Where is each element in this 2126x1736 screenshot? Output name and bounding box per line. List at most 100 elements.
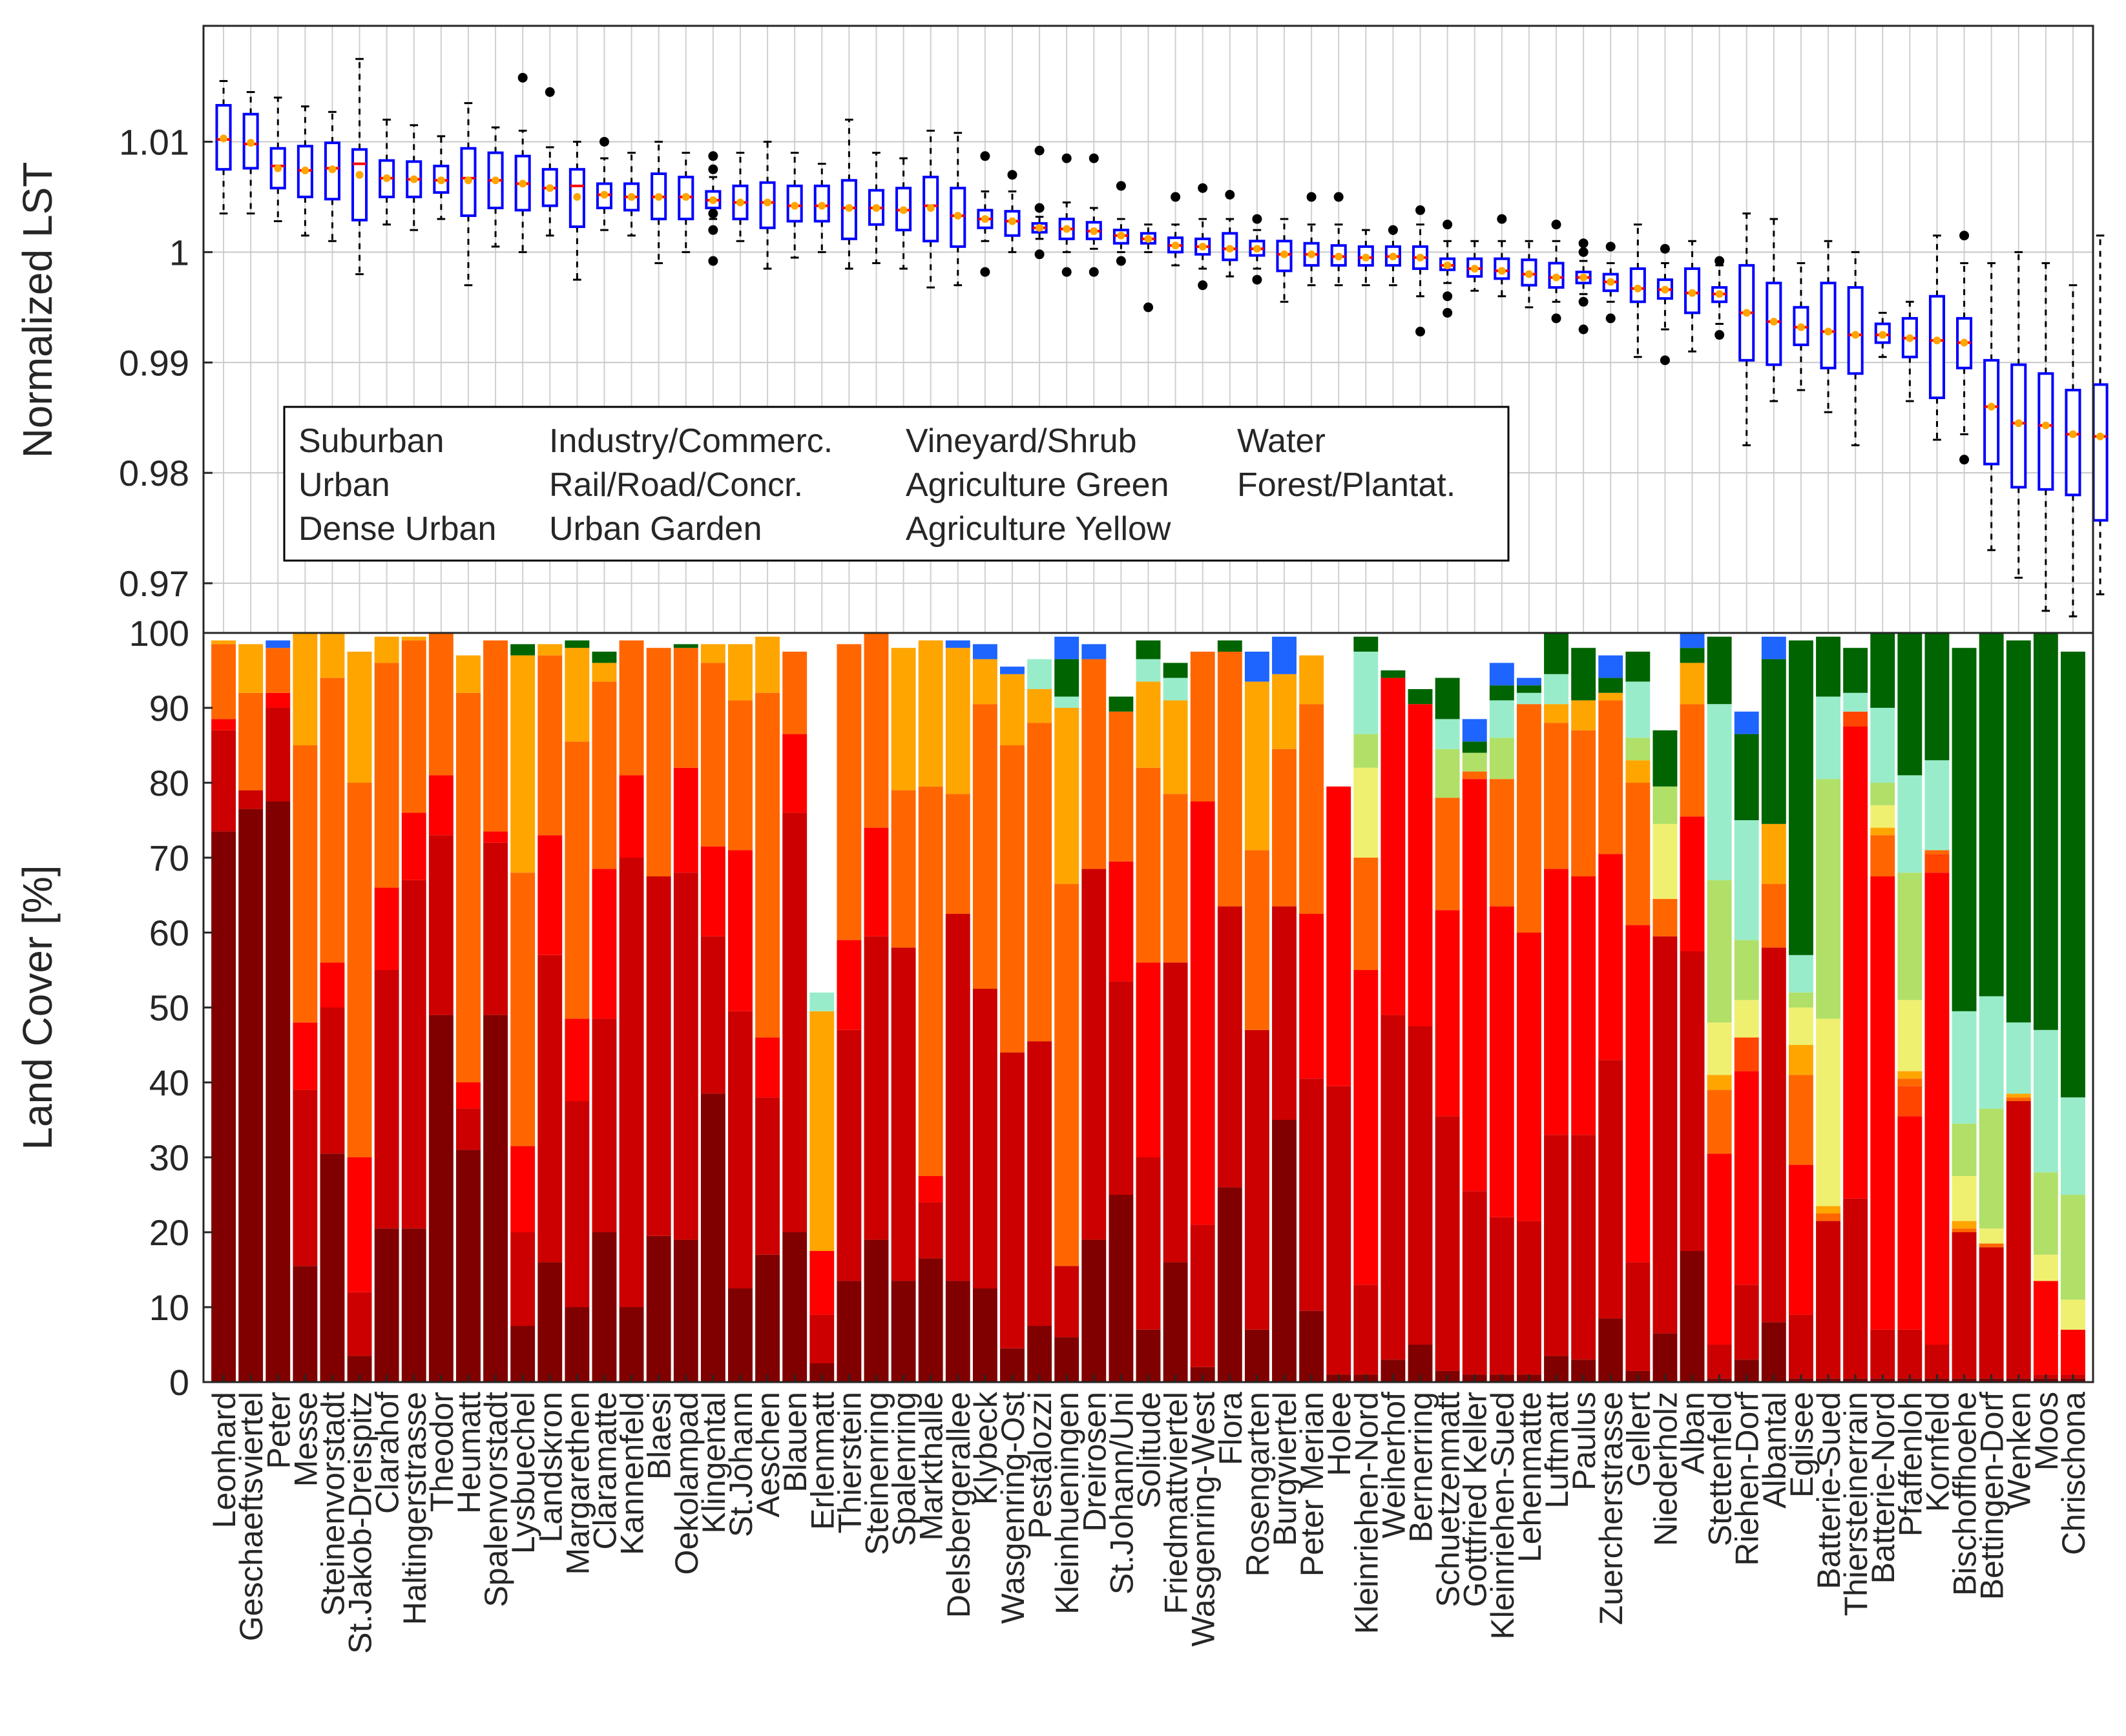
land-cover-y-tick-label: 100: [129, 613, 189, 654]
outlier-point: [1198, 280, 1208, 291]
x-tick-label: Stettenfeld: [1702, 1392, 1738, 1546]
x-tick-label: Klybeck: [968, 1391, 1004, 1505]
bar-Markthalle: [918, 640, 943, 1382]
bar-segment-Rail/Road/Concr.: [320, 677, 345, 963]
bar-segment-Dense Urban: [864, 1239, 889, 1382]
mean-marker: [872, 204, 881, 212]
bar-segment-Suburban: [1136, 962, 1161, 1157]
bar-segment-Rail/Road/Concr.: [1272, 749, 1297, 907]
bar-segment-Industry/Commerc.: [1000, 674, 1025, 745]
bar-segment-Vineyard/Shrub: [2061, 1097, 2085, 1195]
outlier-point: [1578, 324, 1589, 335]
outlier-point: [708, 256, 718, 266]
bar-segment-Urban: [755, 1097, 780, 1255]
mean-marker: [410, 175, 418, 183]
bar-segment-Urban: [347, 1292, 372, 1356]
bar-Peter Merian: [1299, 655, 1324, 1382]
bar-Peter: [266, 640, 291, 1382]
mean-marker: [355, 170, 364, 179]
mean-marker: [301, 166, 309, 174]
mean-marker: [220, 134, 228, 143]
mean-marker: [1389, 253, 1397, 261]
x-tick-label: Theodor: [424, 1392, 460, 1512]
bar-segment-Forest/Plantat.: [1734, 734, 1759, 820]
bar-segment-Industry/Commerc.: [755, 636, 780, 693]
bar-segment-Rail/Road/Concr.: [428, 633, 453, 776]
land-cover-bars: [211, 633, 2085, 1382]
x-tick-label: Thierstein: [831, 1392, 868, 1534]
outlier-point: [1007, 170, 1017, 180]
bar-segment-Suburban: [1516, 933, 1541, 1221]
boxplot-Wasgenring-West: [1194, 183, 1211, 291]
boxplot-Kleinriehen-Sued: [1494, 214, 1510, 298]
outlier-point: [1116, 256, 1126, 266]
bar-segment-Suburban: [320, 962, 345, 1008]
bar-segment-Suburban: [1462, 779, 1487, 1192]
bar-segment-Forest/Plantat.: [1489, 685, 1514, 701]
mean-marker: [1552, 273, 1561, 282]
bar-segment-Industry/Commerc.: [592, 663, 617, 682]
bar-Kannenfeld: [619, 640, 644, 1382]
bar-segment-Agriculture Green: [2061, 1195, 2085, 1300]
bar-segment-Water: [1516, 677, 1541, 686]
x-tick-label: Spalenring: [886, 1392, 922, 1546]
bar-Pfaffenloh: [1897, 633, 1923, 1382]
mean-marker: [926, 204, 935, 212]
bar-segment-Industry/Commerc.: [809, 1011, 835, 1251]
x-tick-label: Wasgenring-Ost: [995, 1392, 1031, 1624]
bar-segment-Agriculture Green: [1897, 873, 1923, 1000]
bar-segment-Urban: [320, 1008, 345, 1154]
outlier-point: [1578, 247, 1589, 257]
bar-Claramatte: [592, 652, 617, 1382]
bar-segment-Rail/Road/Concr.: [1163, 794, 1188, 963]
boxplot-Thiersteinerrain: [1847, 251, 1864, 446]
bar-segment-Rail/Road/Concr.: [266, 648, 291, 693]
bar-segment-Urban: [565, 1101, 590, 1307]
x-tick-label: Bettingen-Dorf: [1974, 1392, 2010, 1600]
bar-segment-Forest/Plantat.: [1109, 696, 1134, 712]
land-cover-y-tick-label: 0: [169, 1362, 189, 1403]
bar-segment-Urban: [1462, 1191, 1487, 1375]
land-cover-y-tick-label: 80: [149, 763, 189, 803]
land-cover-y-tick-label: 30: [149, 1137, 189, 1178]
bar-segment-Vineyard/Shrub: [1734, 820, 1759, 940]
lst-y-tick-label: 1.01: [119, 121, 189, 162]
bar-segment-Vineyard/Shrub: [1489, 700, 1514, 738]
bar-segment-Rail/Road/Concr.: [1299, 704, 1324, 914]
outlier-point: [1143, 302, 1153, 313]
bar-segment-Rail/Road/Concr.: [401, 640, 426, 813]
bar-segment-Rail/Road/Concr.: [1897, 1079, 1923, 1086]
boxplot-Moos: [2037, 262, 2054, 612]
mean-marker: [1607, 278, 1615, 286]
bar-segment-Vineyard/Shrub: [1788, 955, 1813, 993]
boxplot-Batterie-Nord: [1874, 311, 1891, 358]
bar-segment-Rail/Road/Concr.: [1761, 884, 1786, 948]
bar-segment-Suburban: [1680, 816, 1705, 951]
outlier-point: [1225, 189, 1235, 200]
boxplot-Albantal: [1766, 218, 1782, 402]
bar-segment-Water: [1734, 711, 1759, 734]
x-tick-label: Heumatt: [451, 1392, 487, 1514]
outlier-point: [1034, 203, 1045, 213]
bar-segment-Rail/Road/Concr.: [700, 663, 725, 847]
bar-St.Johann: [728, 644, 753, 1382]
bar-segment-Vineyard/Shrub: [2006, 1022, 2031, 1094]
bar-segment-Suburban: [1843, 727, 1868, 1199]
bar-St.Jakob-Dreispitz: [347, 652, 372, 1382]
outlier-point: [1605, 242, 1616, 252]
outlier-point: [1714, 330, 1725, 340]
bar-segment-Suburban: [456, 1082, 481, 1109]
bar-segment-Vineyard/Shrub: [1435, 719, 1460, 749]
bar-segment-Dense Urban: [673, 1239, 698, 1382]
bar-segment-Urban: [918, 1202, 943, 1259]
x-tick-label: Leonhard: [206, 1392, 242, 1528]
bar-segment-Urban: [1571, 1135, 1596, 1360]
bar-segment-Forest/Plantat.: [1897, 633, 1923, 776]
box: [1847, 286, 1864, 375]
legend: Suburban Urban Dense Urban Industry/Commerc…: [283, 406, 1510, 562]
mean-marker: [736, 198, 744, 207]
bar-segment-Water: [1244, 652, 1269, 682]
boxplot-Niederholz: [1656, 243, 1673, 366]
bar-segment-Suburban: [1870, 876, 1895, 1330]
bar-segment-Forest/Plantat.: [1816, 636, 1840, 697]
